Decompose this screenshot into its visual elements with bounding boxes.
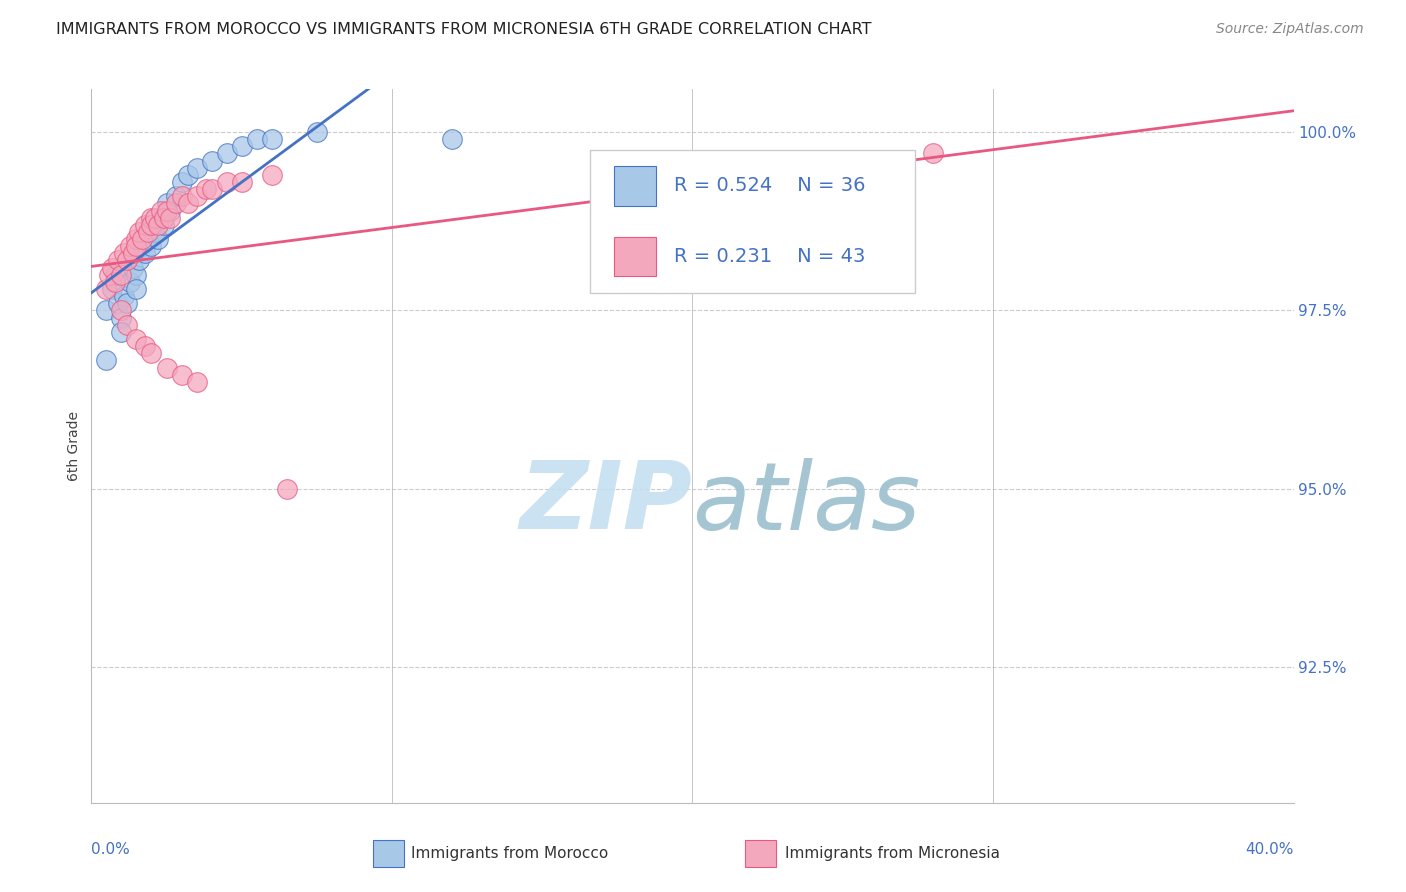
- Point: [101, 282, 124, 296]
- FancyBboxPatch shape: [614, 166, 657, 205]
- Text: R = 0.231    N = 43: R = 0.231 N = 43: [675, 247, 866, 266]
- Point: [120, 275, 142, 289]
- Point: [215, 175, 238, 189]
- Point: [122, 246, 145, 260]
- Point: [260, 132, 283, 146]
- Point: [141, 211, 163, 225]
- Point: [176, 168, 198, 182]
- Y-axis label: 6th Grade: 6th Grade: [67, 411, 82, 481]
- Point: [125, 268, 148, 282]
- Point: [186, 189, 208, 203]
- Point: [120, 239, 142, 253]
- Point: [98, 268, 121, 282]
- Point: [96, 303, 118, 318]
- Point: [155, 360, 177, 375]
- Point: [146, 218, 169, 232]
- Point: [125, 232, 148, 246]
- Point: [96, 282, 118, 296]
- FancyBboxPatch shape: [614, 237, 657, 277]
- FancyBboxPatch shape: [591, 150, 915, 293]
- Text: Immigrants from Micronesia: Immigrants from Micronesia: [785, 847, 1000, 861]
- Point: [165, 189, 187, 203]
- Point: [149, 203, 172, 218]
- Point: [176, 196, 198, 211]
- Point: [96, 353, 118, 368]
- Text: atlas: atlas: [692, 458, 921, 549]
- Point: [125, 332, 148, 346]
- Point: [141, 218, 163, 232]
- Point: [122, 260, 145, 275]
- Point: [104, 268, 127, 282]
- Point: [231, 139, 253, 153]
- Point: [215, 146, 238, 161]
- Point: [152, 218, 174, 232]
- Point: [134, 246, 156, 260]
- Text: Source: ZipAtlas.com: Source: ZipAtlas.com: [1216, 22, 1364, 37]
- Point: [110, 325, 132, 339]
- Point: [170, 368, 193, 382]
- Point: [125, 282, 148, 296]
- Point: [146, 232, 169, 246]
- Point: [128, 253, 150, 268]
- Point: [114, 289, 136, 303]
- Point: [143, 225, 166, 239]
- Point: [125, 239, 148, 253]
- Point: [260, 168, 283, 182]
- Point: [246, 132, 269, 146]
- Point: [159, 203, 181, 218]
- Point: [117, 318, 139, 332]
- Point: [922, 146, 945, 161]
- Point: [170, 175, 193, 189]
- Text: IMMIGRANTS FROM MOROCCO VS IMMIGRANTS FROM MICRONESIA 6TH GRADE CORRELATION CHAR: IMMIGRANTS FROM MOROCCO VS IMMIGRANTS FR…: [56, 22, 872, 37]
- Point: [134, 339, 156, 353]
- Point: [194, 182, 217, 196]
- Point: [186, 375, 208, 389]
- Point: [107, 296, 129, 310]
- Point: [134, 218, 156, 232]
- Text: ZIP: ZIP: [520, 457, 692, 549]
- Point: [128, 225, 150, 239]
- Point: [141, 218, 163, 232]
- Point: [131, 239, 153, 253]
- Point: [117, 253, 139, 268]
- Point: [186, 161, 208, 175]
- Point: [101, 260, 124, 275]
- Point: [138, 232, 160, 246]
- Point: [155, 196, 177, 211]
- Point: [155, 203, 177, 218]
- Point: [143, 211, 166, 225]
- Text: 40.0%: 40.0%: [1246, 842, 1294, 857]
- Point: [110, 310, 132, 325]
- Point: [114, 246, 136, 260]
- Point: [440, 132, 463, 146]
- Point: [141, 346, 163, 360]
- Point: [170, 189, 193, 203]
- Point: [165, 196, 187, 211]
- Point: [107, 253, 129, 268]
- Point: [305, 125, 328, 139]
- Point: [159, 211, 181, 225]
- Point: [149, 211, 172, 225]
- Text: R = 0.524    N = 36: R = 0.524 N = 36: [675, 177, 866, 195]
- Point: [141, 239, 163, 253]
- Point: [231, 175, 253, 189]
- Point: [201, 182, 224, 196]
- Point: [152, 211, 174, 225]
- Point: [104, 275, 127, 289]
- Point: [201, 153, 224, 168]
- Point: [276, 482, 298, 496]
- Point: [131, 232, 153, 246]
- Point: [110, 268, 132, 282]
- Point: [110, 303, 132, 318]
- Point: [117, 296, 139, 310]
- Text: Immigrants from Morocco: Immigrants from Morocco: [411, 847, 607, 861]
- Text: 0.0%: 0.0%: [91, 842, 131, 857]
- Point: [138, 225, 160, 239]
